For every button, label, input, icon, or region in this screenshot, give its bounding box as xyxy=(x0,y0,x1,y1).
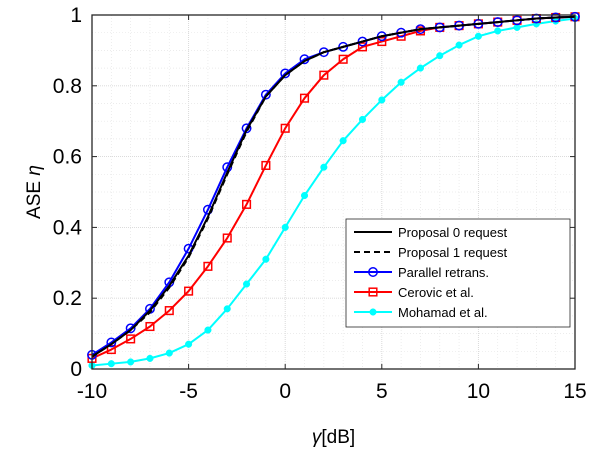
legend-label: Parallel retrans. xyxy=(398,265,489,280)
data-point xyxy=(320,163,328,171)
legend-marker xyxy=(369,308,377,316)
data-point xyxy=(397,78,405,86)
legend-label: Proposal 1 request xyxy=(398,245,508,260)
data-point xyxy=(106,344,116,355)
data-point xyxy=(455,41,463,49)
x-tick-label: 5 xyxy=(376,380,388,403)
data-point xyxy=(357,36,368,47)
data-point xyxy=(378,96,386,104)
y-axis-label: ASE η xyxy=(24,165,45,219)
legend-label: Mohamad et al. xyxy=(398,305,488,320)
legend-entry: Proposal 0 request xyxy=(354,225,508,240)
series-proposal-1-request xyxy=(91,15,576,358)
x-tick-label: 15 xyxy=(563,380,586,403)
x-axis-unit: [dB] xyxy=(321,427,355,448)
x-tick-label: -10 xyxy=(77,380,107,403)
y-tick-label: 0.4 xyxy=(53,216,83,239)
legend-label: Proposal 0 request xyxy=(398,225,508,240)
y-axis-text: ASE xyxy=(24,176,45,219)
series-mohamad-et-al xyxy=(88,14,579,370)
data-point xyxy=(494,27,502,35)
y-tick-label: 0 xyxy=(70,358,82,381)
data-point xyxy=(474,32,482,40)
data-point xyxy=(106,337,117,348)
data-point xyxy=(243,280,251,288)
data-point xyxy=(125,323,136,334)
x-axis-symbol: γ xyxy=(312,427,323,448)
data-point xyxy=(126,334,136,344)
data-point xyxy=(436,52,444,60)
legend-marker xyxy=(368,287,378,297)
data-point xyxy=(260,89,271,100)
data-point xyxy=(280,123,290,133)
data-point xyxy=(185,340,193,348)
legend: Proposal 0 request Proposal 1 request Para… xyxy=(345,218,571,328)
legend-entry: Cerovic et al. xyxy=(354,285,474,300)
series-line xyxy=(91,15,576,358)
data-point xyxy=(203,261,213,271)
data-point xyxy=(164,306,174,316)
data-point xyxy=(223,305,231,313)
y-axis-symbol: η xyxy=(24,165,45,176)
data-point xyxy=(222,233,232,243)
data-point xyxy=(357,42,368,52)
legend-marker xyxy=(368,267,378,277)
legend-label: Cerovic et al. xyxy=(398,285,474,300)
data-point xyxy=(300,191,309,200)
legend-entry: Mohamad et al. xyxy=(354,305,488,320)
data-point xyxy=(416,64,424,72)
data-point xyxy=(262,255,270,263)
series-layer xyxy=(87,11,580,370)
data-point xyxy=(338,41,349,52)
data-point xyxy=(377,37,387,47)
data-point xyxy=(204,326,212,334)
data-point xyxy=(299,93,310,103)
plot-frame xyxy=(91,14,576,370)
data-point xyxy=(127,358,135,366)
data-point xyxy=(165,349,173,357)
data-point xyxy=(318,47,329,58)
tick-marks xyxy=(91,14,576,370)
data-point xyxy=(338,54,348,64)
data-point xyxy=(146,354,154,362)
data-point xyxy=(184,286,194,296)
x-axis-label: γ[dB] xyxy=(312,427,355,448)
data-point xyxy=(280,68,291,79)
data-point xyxy=(242,199,252,209)
legend-entry: Proposal 1 request xyxy=(354,245,508,260)
x-tick-label: 10 xyxy=(467,380,490,403)
x-tick-label: 0 xyxy=(279,380,291,403)
y-tick-label: 0.2 xyxy=(53,287,82,310)
data-point xyxy=(319,70,329,80)
data-point xyxy=(281,223,289,231)
x-tick-label: -5 xyxy=(179,380,198,403)
y-tick-label: 1 xyxy=(70,4,82,27)
data-point xyxy=(241,123,252,134)
legend-entry: Parallel retrans. xyxy=(354,265,489,280)
data-point xyxy=(107,360,115,368)
data-point xyxy=(145,321,155,332)
y-tick-label: 0.6 xyxy=(53,146,82,169)
y-tick-label: 0.8 xyxy=(53,75,82,98)
y-tick-labels: 0 0.2 0.4 0.6 0.8 1 xyxy=(53,4,83,381)
data-point xyxy=(358,115,367,123)
x-tick-labels: -10 -5 0 5 10 15 xyxy=(77,380,587,403)
data-point xyxy=(261,160,271,170)
data-point xyxy=(339,137,347,145)
